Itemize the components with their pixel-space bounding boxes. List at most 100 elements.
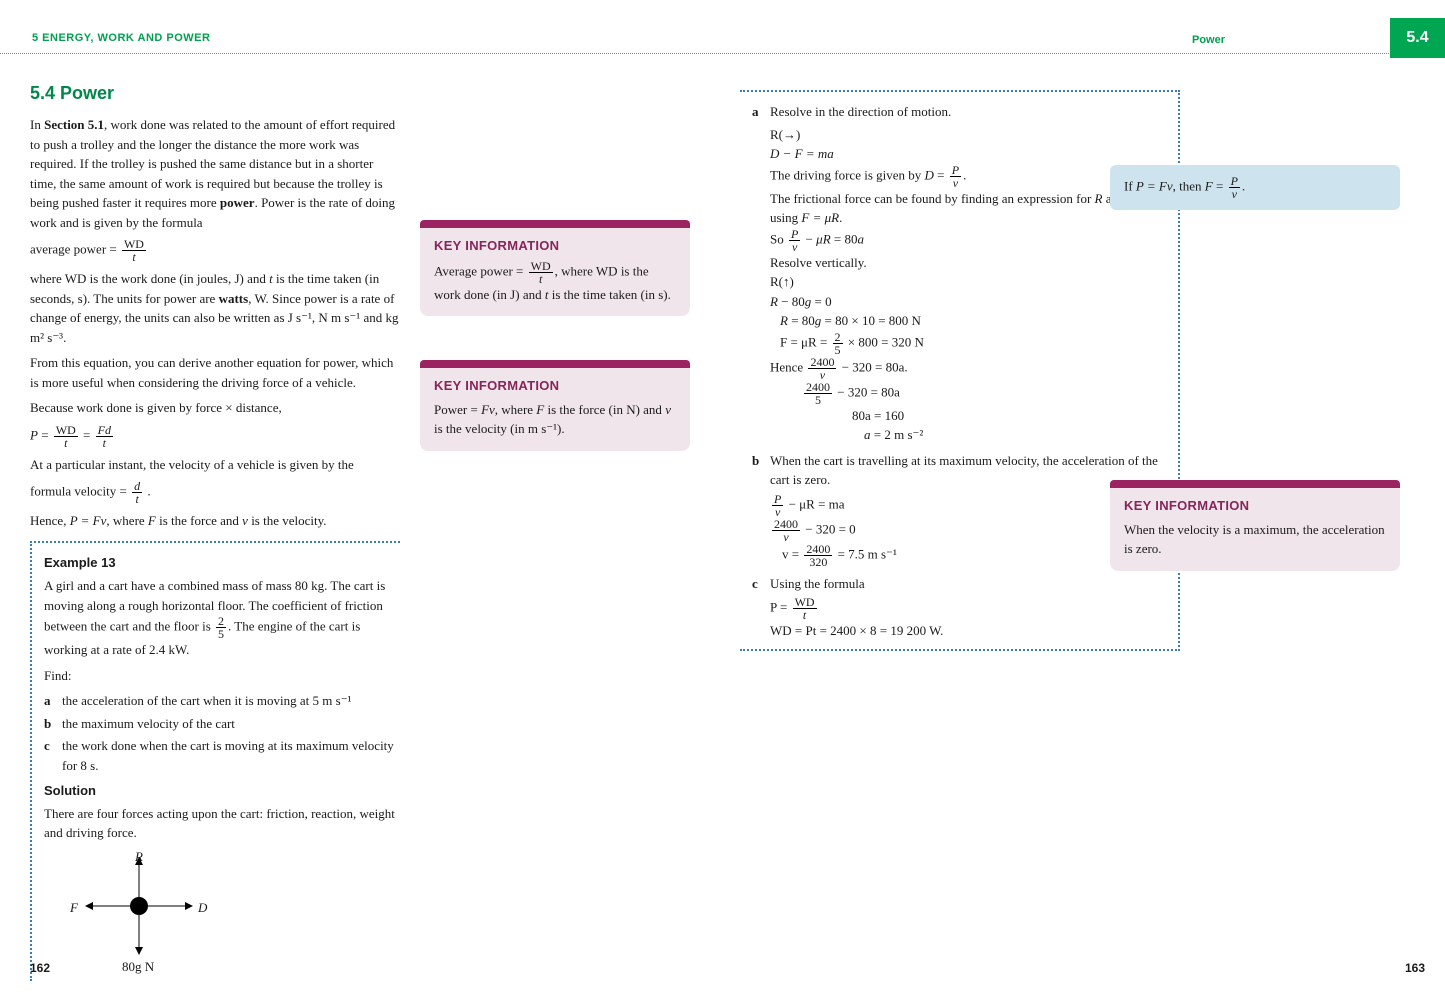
eq: 80a = 160 [852, 406, 1166, 426]
eq: P = WDt [770, 596, 1166, 621]
fraction: 2400320 [804, 543, 832, 568]
text: , where [495, 402, 537, 417]
key-info-box-1: KEY INFORMATION Average power = WDt, whe… [420, 220, 690, 316]
page-header: 5 ENERGY, WORK AND POWER Power [0, 30, 1445, 54]
eq: Pv − μR = ma [770, 493, 1166, 518]
text: Resolve in the direction of motion. [770, 102, 951, 122]
part-b: bWhen the cart is travelling at its maxi… [752, 451, 1166, 490]
example-title: Example 13 [44, 553, 400, 573]
force-diagram: R F D 80g N [64, 851, 224, 981]
eq: R(→) [770, 125, 1166, 145]
diagram-label-d: D [198, 898, 207, 918]
solution-heading: Solution [44, 781, 400, 801]
eq: v = 2400320 = 7.5 m s⁻¹ [782, 543, 1166, 568]
text-bold: watts [219, 291, 249, 306]
fraction: Pv [950, 164, 961, 189]
list-item-b: bthe maximum velocity of the cart [44, 714, 400, 734]
example-box: Example 13 A girl and a cart have a comb… [30, 541, 400, 981]
hint-box: If P = Fv, then F = Pv. [1110, 165, 1400, 210]
list-item-c: cthe work done when the cart is moving a… [44, 736, 400, 775]
section-number-tab: 5.4 [1390, 18, 1445, 58]
find-label: Find: [44, 666, 400, 686]
key-info-title: KEY INFORMATION [434, 376, 676, 396]
text: − 320 = 0 [802, 521, 856, 536]
text: the maximum velocity of the cart [62, 714, 235, 734]
eq: 2400v − 320 = 0 [770, 518, 1166, 543]
key-info-body: Average power = WDt, where WD is the wor… [434, 260, 676, 305]
part-c: cUsing the formula [752, 574, 1166, 594]
fraction: WDt [54, 424, 78, 449]
key-info-box-3: KEY INFORMATION When the velocity is a m… [1110, 480, 1400, 571]
formula-velocity: formula velocity = dt . [30, 480, 400, 505]
eq: So Pv − μR = 80a [770, 228, 1166, 253]
text: the acceleration of the cart when it is … [62, 691, 351, 711]
fraction: 2400v [772, 518, 800, 543]
eq: Hence 2400v − 320 = 80a. [770, 356, 1166, 381]
text: , then [1173, 178, 1205, 193]
eq: D − F = ma [770, 144, 1166, 164]
text: − μR = ma [785, 496, 844, 511]
text: The driving force is given by D = Pv. [770, 164, 1166, 189]
example-para: A girl and a cart have a combined mass o… [44, 576, 400, 660]
key-info-title: KEY INFORMATION [434, 236, 676, 256]
diagram-label-w: 80g N [122, 957, 154, 977]
text: The driving force is given by [770, 167, 925, 182]
fraction: 25 [833, 331, 843, 356]
text: where WD is the work done (in joules, J)… [30, 271, 269, 286]
right-page: aResolve in the direction of motion. R(→… [740, 90, 1410, 651]
text: the work done when the cart is moving at… [62, 736, 400, 775]
fraction: Pv [772, 493, 783, 518]
page-number-right: 163 [1405, 959, 1425, 977]
text: Power = [434, 402, 481, 417]
para-4: Because work done is given by force × di… [30, 398, 400, 418]
fraction: 2400v [808, 356, 836, 381]
formula-p-fd: P = WDt = Fdt [30, 424, 400, 449]
text: When the cart is travelling at its maxim… [770, 451, 1166, 490]
para-6: Hence, P = Fv, where F is the force and … [30, 511, 400, 531]
text: Hence [770, 359, 806, 374]
key-info-body: When the velocity is a maximum, the acce… [1124, 520, 1386, 559]
text-italic: P = Fv [70, 513, 107, 528]
text: is the velocity (in m s⁻¹). [434, 421, 565, 436]
text: Using the formula [770, 574, 865, 594]
text: is the force (in N) and [544, 402, 665, 417]
text: In [30, 117, 44, 132]
para-2: where WD is the work done (in joules, J)… [30, 269, 400, 347]
text: is the velocity. [248, 513, 327, 528]
text: v = [782, 546, 802, 561]
text: The frictional force can be found by fin… [770, 189, 1166, 228]
section-title: 5.4 Power [30, 80, 690, 107]
eq: R − 80g = 0 [770, 292, 1166, 312]
eq: 24005 − 320 = 80a [802, 381, 1166, 406]
eq: WD = Pt = 2400 × 8 = 19 200 W. [770, 621, 1166, 641]
text: Hence, [30, 513, 70, 528]
text: × 800 = 320 N [845, 334, 924, 349]
text: Average power = [434, 263, 527, 278]
key-info-body: Power = Fv, where F is the force (in N) … [434, 400, 676, 439]
eq: R(↑) [770, 272, 1166, 292]
text: average power = [30, 241, 120, 256]
text: F = μR = [780, 334, 831, 349]
list-item-a: athe acceleration of the cart when it is… [44, 691, 400, 711]
para-5: At a particular instant, the velocity of… [30, 455, 400, 475]
label: c [752, 574, 770, 594]
text: Resolve vertically. [770, 253, 1166, 273]
text: − 320 = 80a [834, 384, 900, 399]
eq: R = 80g = 80 × 10 = 800 N [780, 311, 1166, 331]
formula-avg-power: average power = WDt [30, 238, 400, 263]
diagram-label-r: R [135, 847, 143, 867]
fraction: Pv [1229, 175, 1240, 200]
text: formula velocity = [30, 483, 130, 498]
side-column-right: KEY INFORMATION When the velocity is a m… [1110, 480, 1400, 589]
fraction: 24005 [804, 381, 832, 406]
fraction: WDt [122, 238, 146, 263]
eq: a = 2 m s⁻² [864, 425, 1166, 445]
chapter-label: 5 ENERGY, WORK AND POWER [32, 30, 210, 47]
text-bold: power [220, 195, 255, 210]
text: If [1124, 178, 1136, 193]
solution-para: There are four forces acting upon the ca… [44, 804, 400, 843]
para-3: From this equation, you can derive anoth… [30, 353, 400, 392]
text: P = [770, 599, 791, 614]
text: = 7.5 m s⁻¹ [834, 546, 897, 561]
key-info-box-2: KEY INFORMATION Power = Fv, where F is t… [420, 360, 690, 451]
